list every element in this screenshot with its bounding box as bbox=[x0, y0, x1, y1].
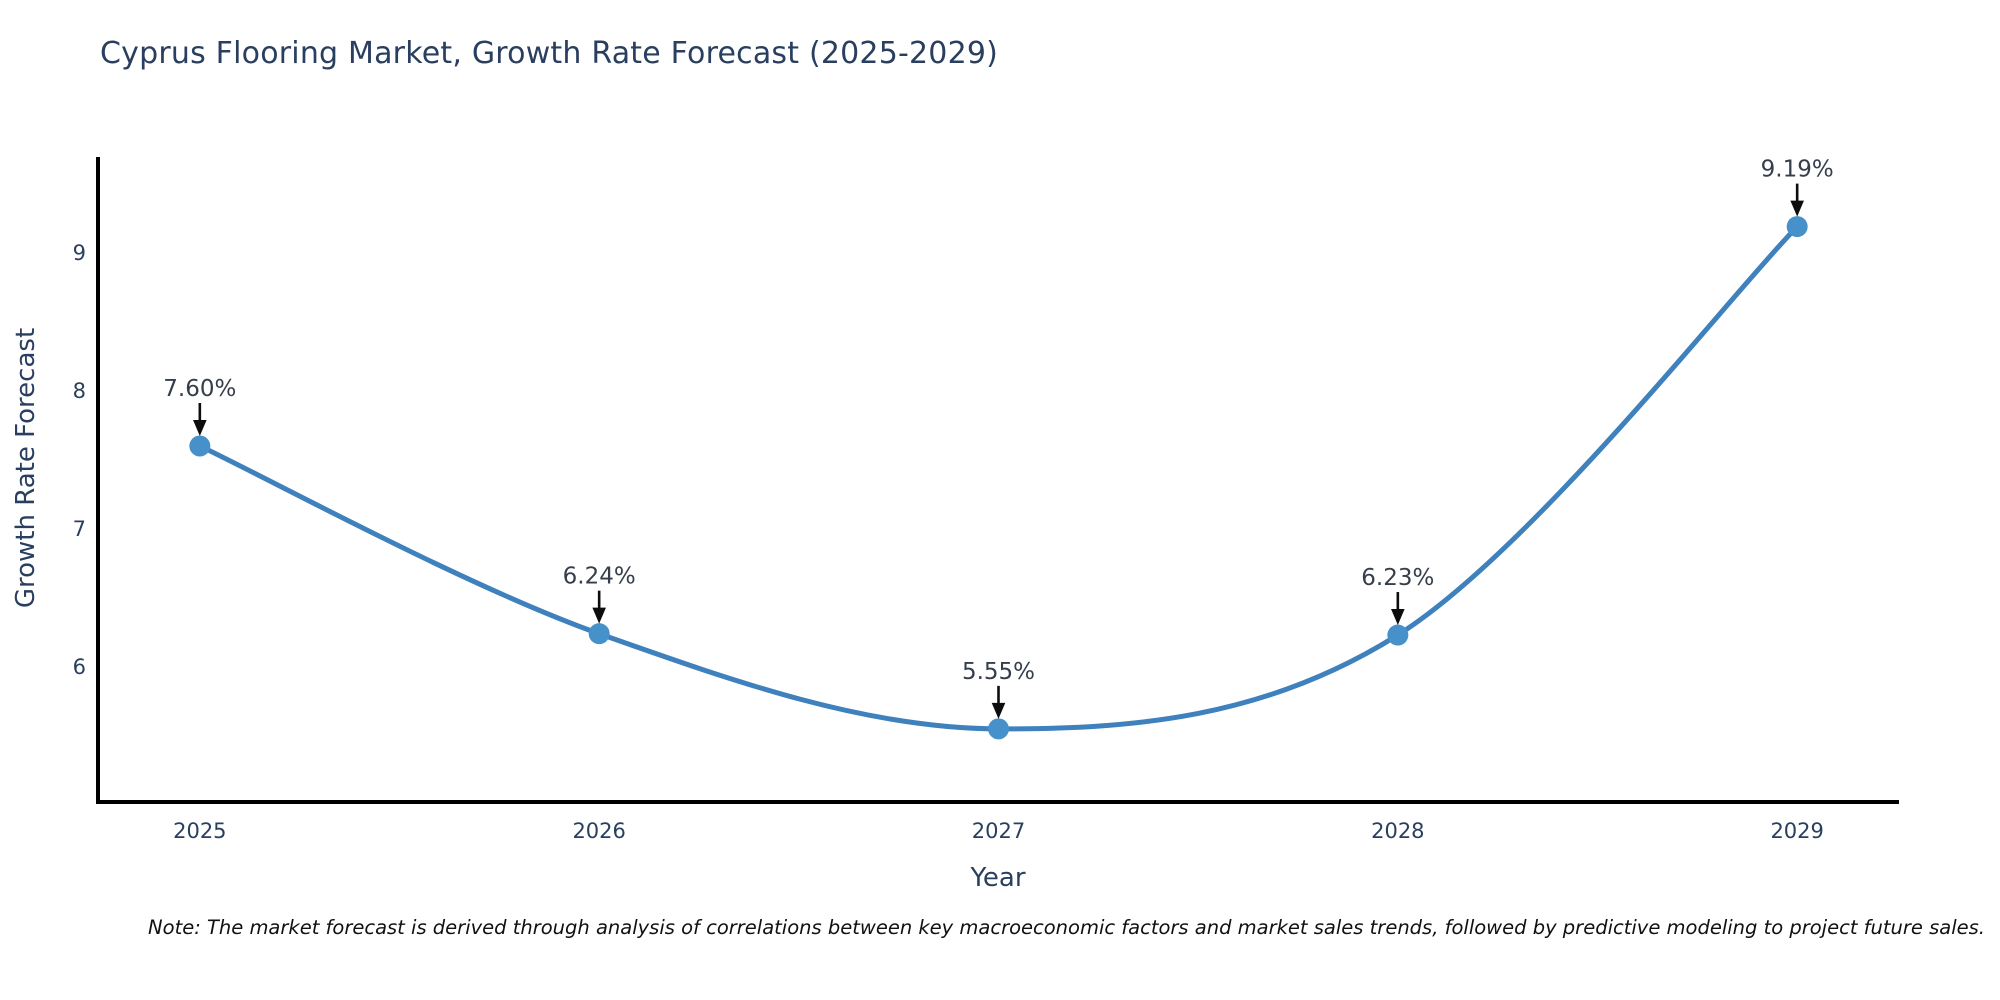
data-point-2029[interactable] bbox=[1786, 216, 1808, 238]
annotation-label-2029: 9.19% bbox=[1761, 157, 1834, 183]
annotation-arrowhead-2029 bbox=[1790, 200, 1804, 217]
annotation-arrowhead-2027 bbox=[991, 702, 1006, 719]
annotation-arrowhead-2028 bbox=[1391, 609, 1405, 626]
x-axis-title: Year bbox=[969, 863, 1025, 893]
chart-title: Cyprus Flooring Market, Growth Rate Fore… bbox=[100, 36, 999, 71]
annotation-label-2027: 5.55% bbox=[962, 659, 1035, 685]
x-tick-2028: 2028 bbox=[1371, 819, 1424, 843]
data-point-2028[interactable] bbox=[1387, 624, 1409, 646]
y-tick-7: 7 bbox=[73, 517, 86, 541]
data-point-2027[interactable] bbox=[988, 718, 1009, 740]
y-tick-9: 9 bbox=[73, 241, 86, 265]
annotation-arrowhead-2026 bbox=[592, 607, 606, 624]
y-axis-title: Growth Rate Forecast bbox=[11, 328, 41, 608]
x-tick-2026: 2026 bbox=[572, 819, 625, 843]
annotation-arrowhead-2025 bbox=[193, 420, 207, 437]
annotation-label-2028: 6.23% bbox=[1361, 565, 1434, 591]
x-tick-2029: 2029 bbox=[1770, 819, 1823, 843]
x-tick-2025: 2025 bbox=[173, 819, 226, 843]
forecast-line bbox=[197, 224, 1800, 732]
data-point-2025[interactable] bbox=[189, 435, 211, 457]
annotation-label-2025: 7.60% bbox=[163, 376, 236, 402]
data-point-2026[interactable] bbox=[588, 623, 610, 645]
footnote: Note: The market forecast is derived thr… bbox=[148, 916, 1985, 939]
y-tick-6: 6 bbox=[73, 655, 86, 679]
y-tick-8: 8 bbox=[73, 379, 86, 403]
annotation-label-2026: 6.24% bbox=[563, 564, 636, 590]
x-tick-2027: 2027 bbox=[972, 819, 1025, 843]
